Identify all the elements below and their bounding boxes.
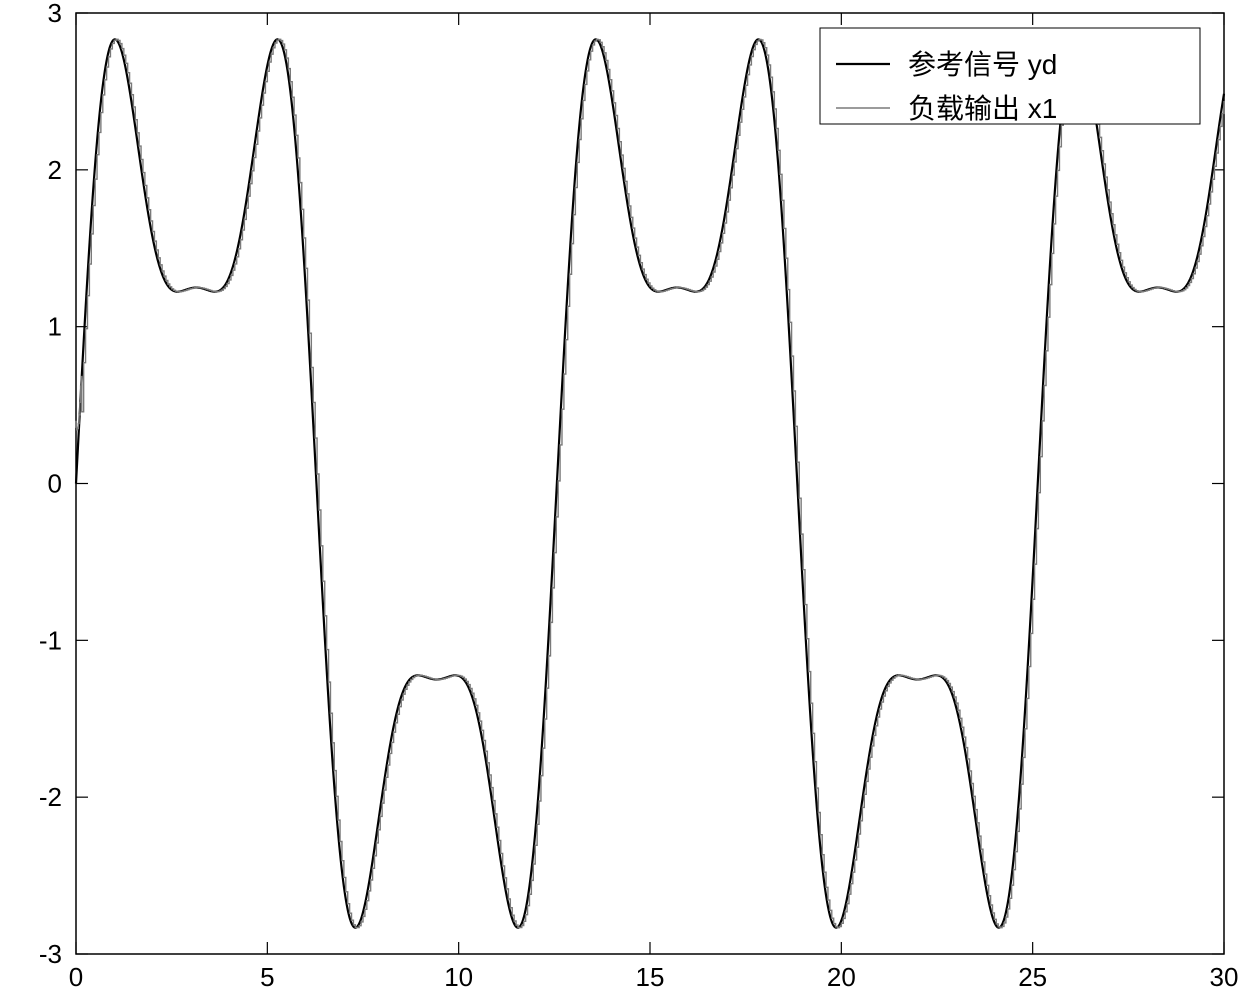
legend-label: 负载输出 x1 xyxy=(908,93,1057,124)
x-tick-label: 5 xyxy=(260,962,274,989)
legend-label: 参考信号 yd xyxy=(908,49,1057,80)
line-chart: 0 5 10 15 20 25 30 -3 -2 -1 0 1 2 3 参考信号 yd 负载输出 x1 xyxy=(0,0,1239,989)
plot-background xyxy=(76,13,1224,954)
x-tick-label: 20 xyxy=(827,962,856,989)
y-tick-label: 3 xyxy=(48,0,62,28)
chart-legend: 参考信号 yd 负载输出 x1 xyxy=(820,28,1200,124)
y-tick-label: 0 xyxy=(48,469,62,499)
y-tick-label: 1 xyxy=(48,312,62,342)
chart-container: 0 5 10 15 20 25 30 -3 -2 -1 0 1 2 3 参考信号 yd 负载输出 x1 xyxy=(0,0,1239,989)
x-tick-label: 10 xyxy=(444,962,473,989)
y-tick-label: -1 xyxy=(39,625,62,655)
x-tick-label: 15 xyxy=(636,962,665,989)
x-tick-label: 25 xyxy=(1018,962,1047,989)
y-tick-label: -2 xyxy=(39,782,62,812)
x-tick-label: 30 xyxy=(1210,962,1239,989)
y-tick-label: -3 xyxy=(39,939,62,969)
x-tick-label: 0 xyxy=(69,962,83,989)
y-tick-label: 2 xyxy=(48,155,62,185)
